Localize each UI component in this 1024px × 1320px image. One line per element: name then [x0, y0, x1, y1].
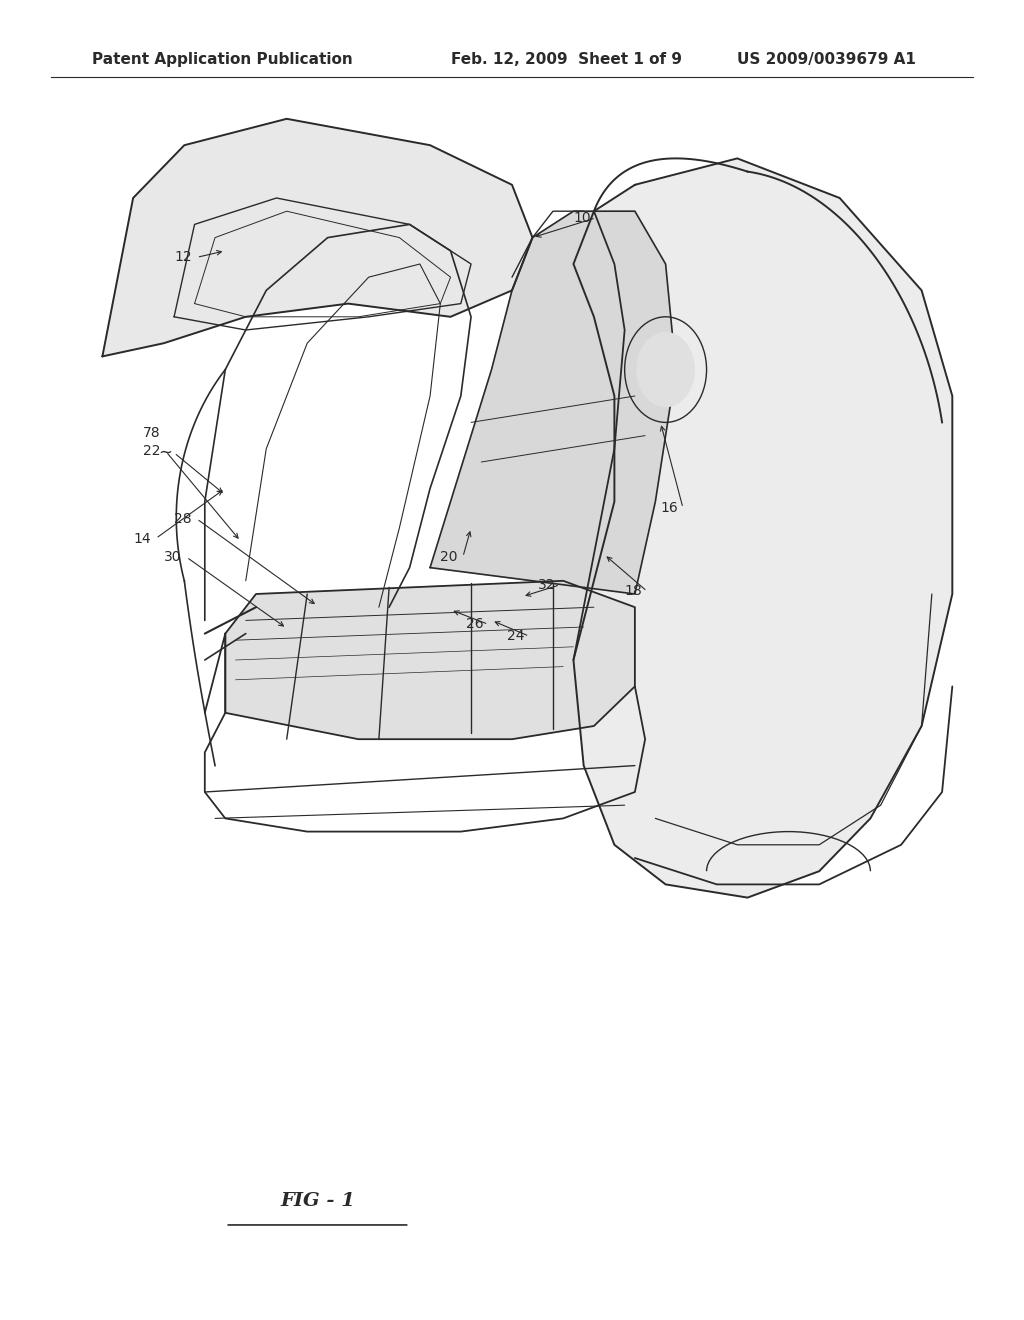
Text: 20: 20 [440, 550, 458, 564]
Text: 26: 26 [466, 618, 483, 631]
Text: Patent Application Publication: Patent Application Publication [92, 51, 353, 67]
Text: 30: 30 [164, 550, 181, 564]
Polygon shape [225, 581, 635, 739]
Circle shape [637, 333, 694, 407]
Text: 16: 16 [660, 502, 678, 515]
Text: 22: 22 [143, 445, 161, 458]
Text: 32: 32 [538, 578, 555, 591]
Polygon shape [430, 211, 676, 594]
Text: US 2009/0039679 A1: US 2009/0039679 A1 [737, 51, 916, 67]
Text: 14: 14 [133, 532, 151, 545]
Text: 78: 78 [143, 426, 161, 440]
Text: FIG - 1: FIG - 1 [280, 1192, 355, 1210]
Text: 28: 28 [174, 512, 191, 525]
Text: 18: 18 [625, 585, 642, 598]
Text: 12: 12 [174, 251, 191, 264]
Text: Feb. 12, 2009  Sheet 1 of 9: Feb. 12, 2009 Sheet 1 of 9 [451, 51, 682, 67]
Polygon shape [573, 158, 952, 898]
Polygon shape [102, 119, 532, 356]
Text: ~: ~ [159, 444, 173, 462]
Text: 10: 10 [573, 211, 591, 224]
Text: 24: 24 [507, 630, 524, 643]
